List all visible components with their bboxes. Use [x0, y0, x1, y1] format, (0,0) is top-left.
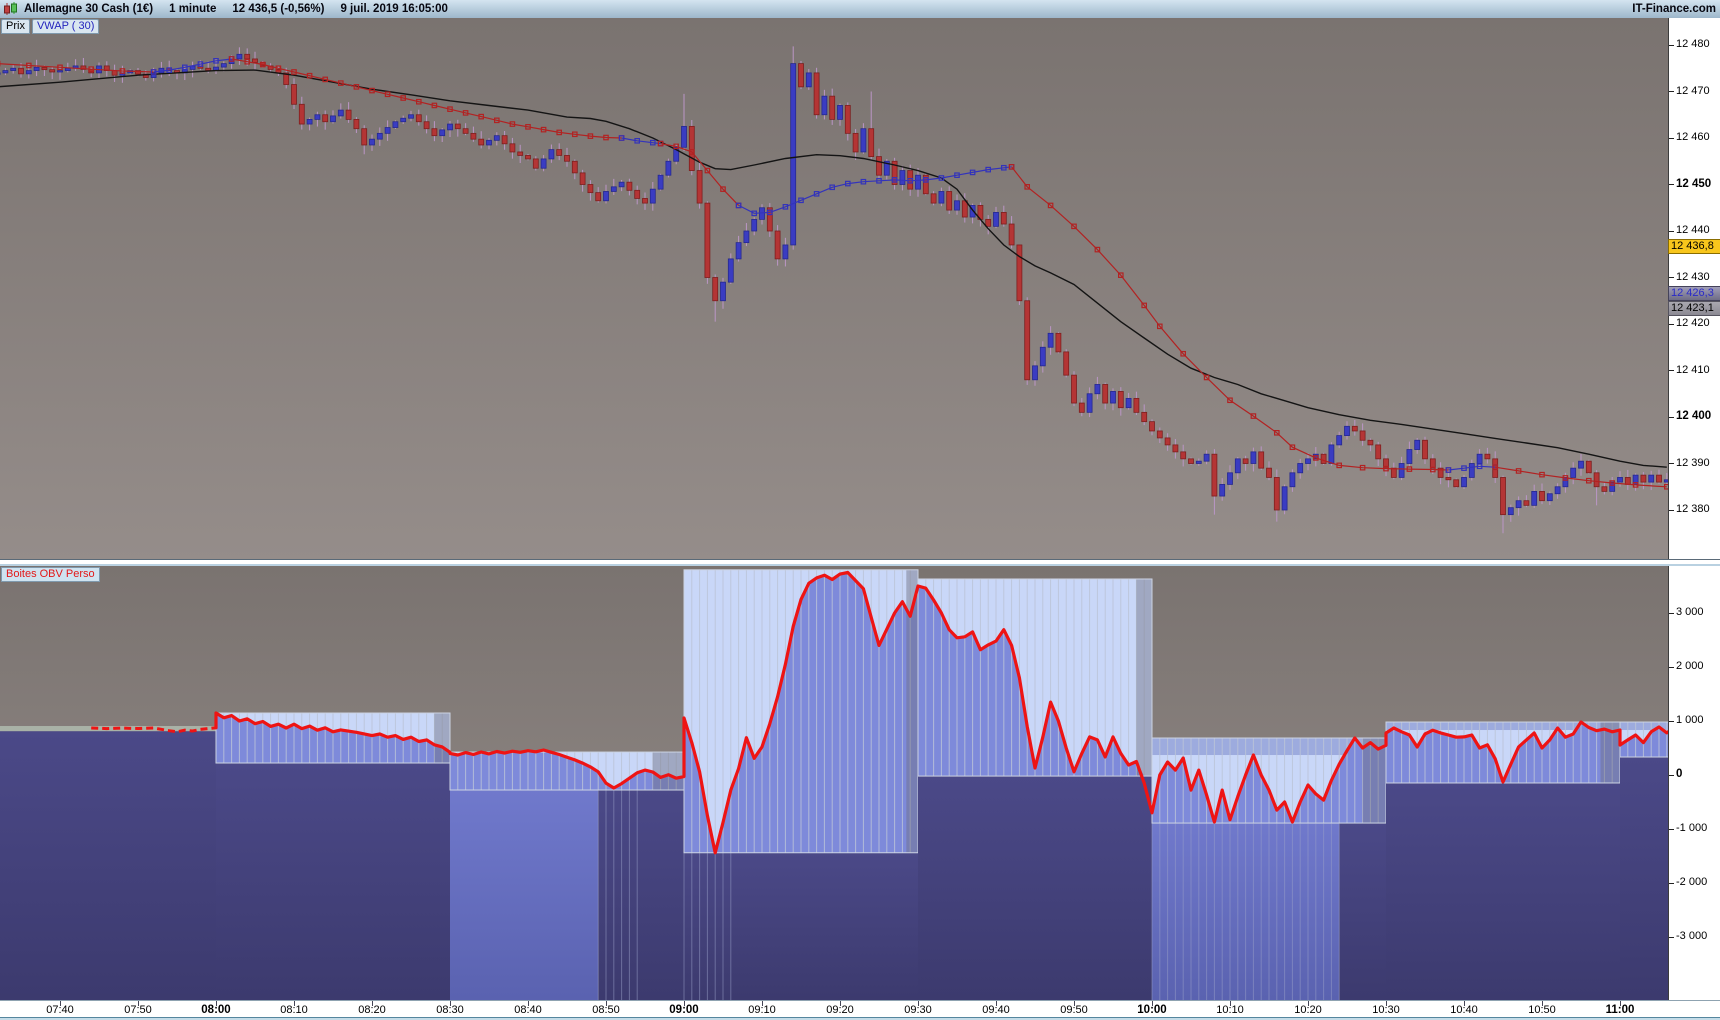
- time-tick: [372, 1001, 373, 1006]
- price-tick: [1669, 323, 1674, 325]
- obv-tick: [1669, 666, 1674, 668]
- time-tick: [1308, 1001, 1309, 1006]
- time-tick: [996, 1001, 997, 1006]
- time-tick-label: 11:00: [1605, 1004, 1635, 1016]
- time-tick: [918, 1001, 919, 1006]
- obv-tick-label: -2 000: [1676, 876, 1708, 888]
- time-tick: [684, 1001, 685, 1006]
- time-tick: [1152, 1001, 1153, 1006]
- time-tick: [1464, 1001, 1465, 1006]
- time-tick: [450, 1001, 451, 1006]
- time-tick-label: 10:40: [1450, 1004, 1478, 1016]
- time-tick-label: 09:30: [904, 1004, 932, 1016]
- price-tick: [1669, 509, 1674, 511]
- time-tick-label: 10:30: [1372, 1004, 1400, 1016]
- obv-tick-label: 2 000: [1676, 660, 1704, 672]
- price-panel-tabs: Prix VWAP ( 30): [1, 19, 100, 34]
- time-tick: [1074, 1001, 1075, 1006]
- bottom-border: [0, 1017, 1720, 1020]
- time-tick: [762, 1001, 763, 1006]
- obv-tick: [1669, 828, 1674, 830]
- time-tick-label: 10:20: [1294, 1004, 1322, 1016]
- time-tick: [294, 1001, 295, 1006]
- price-tick-label: 12 390: [1676, 456, 1710, 469]
- brand-label: IT-Finance.com: [1632, 3, 1716, 15]
- obv-tick: [1669, 720, 1674, 722]
- price-tick: [1669, 416, 1674, 418]
- price-tick-label: 12 400: [1676, 410, 1712, 422]
- time-tick-label: 07:40: [46, 1004, 74, 1016]
- time-tick-label: 09:50: [1060, 1004, 1088, 1016]
- time-tick: [1620, 1001, 1621, 1006]
- time-tick-label: 07:50: [124, 1004, 152, 1016]
- price-chart[interactable]: [0, 18, 1670, 561]
- obv-axis[interactable]: 3 000 2 000 1 000 0 -1 000 -2 000 -3 000: [1668, 566, 1720, 1000]
- time-tick: [1230, 1001, 1231, 1006]
- price-tick: [1669, 44, 1674, 46]
- time-tick-label: 10:00: [1137, 1004, 1167, 1016]
- panel-separator[interactable]: [0, 559, 1720, 566]
- price-tick: [1669, 184, 1674, 185]
- tab-vwap[interactable]: VWAP ( 30): [31, 19, 100, 34]
- time-tick-label: 10:10: [1216, 1004, 1244, 1016]
- candlestick-icon: [3, 2, 18, 16]
- price-tick-label: 12 480: [1676, 38, 1710, 50]
- indicator-price-badge: 12 423,1: [1668, 301, 1720, 316]
- obv-tick-label: 0: [1676, 768, 1683, 780]
- time-tick: [138, 1001, 139, 1006]
- obv-tick: [1669, 612, 1674, 614]
- time-tick-label: 09:40: [982, 1004, 1010, 1016]
- obv-tick-label: 1 000: [1676, 714, 1704, 726]
- time-axis[interactable]: 07:40 07:50 08:00 08:10 08:20 08:30 08:40 08:50…: [0, 1000, 1720, 1020]
- time-tick-label: 08:40: [514, 1004, 542, 1016]
- last-price-badge: 12 436,8: [1668, 239, 1720, 254]
- obv-tick: [1669, 936, 1674, 938]
- price-tick: [1669, 91, 1674, 92]
- time-tick-label: 09:10: [748, 1004, 776, 1016]
- price-tick: [1669, 277, 1674, 278]
- price-tick-label: 12 450: [1676, 177, 1712, 190]
- time-tick: [528, 1001, 529, 1006]
- time-tick-label: 08:10: [280, 1004, 308, 1016]
- price-tick-label: 12 430: [1676, 270, 1710, 283]
- price-tick-label: 12 440: [1676, 224, 1710, 236]
- time-tick-label: 08:00: [201, 1004, 231, 1016]
- instrument-title: Allemagne 30 Cash (1€): [24, 3, 154, 15]
- time-tick: [60, 1001, 61, 1006]
- timeframe-label: 1 minute: [169, 3, 217, 15]
- price-tick: [1669, 463, 1674, 464]
- time-tick: [606, 1001, 607, 1006]
- price-tick-label: 12 470: [1676, 84, 1710, 97]
- price-tick-label: 12 380: [1676, 503, 1710, 515]
- obv-tick-label: 3 000: [1676, 606, 1704, 618]
- price-tick-label: 12 410: [1676, 363, 1710, 376]
- time-tick: [840, 1001, 841, 1006]
- time-tick-label: 09:20: [826, 1004, 854, 1016]
- price-tick-label: 12 460: [1676, 131, 1710, 143]
- time-tick-label: 08:20: [358, 1004, 386, 1016]
- price-tick: [1669, 370, 1674, 371]
- top-bar: Allemagne 30 Cash (1€) 1 minute 12 436,5…: [0, 0, 1720, 19]
- time-tick: [1386, 1001, 1387, 1006]
- time-tick-label: 08:50: [592, 1004, 620, 1016]
- tab-obv-indicator[interactable]: Boites OBV Perso: [1, 567, 100, 582]
- time-tick-label: 08:30: [436, 1004, 464, 1016]
- time-tick: [1542, 1001, 1543, 1006]
- vwap-price-badge: 12 426,3: [1668, 286, 1720, 301]
- quote-datetime: 9 juil. 2019 16:05:00: [340, 3, 448, 15]
- obv-tick-label: -3 000: [1676, 930, 1708, 942]
- time-tick-label: 09:00: [669, 1004, 699, 1016]
- obv-tick-label: -1 000: [1676, 822, 1708, 834]
- tab-prix[interactable]: Prix: [1, 19, 30, 34]
- time-tick: [216, 1001, 217, 1006]
- price-tick: [1669, 230, 1674, 232]
- time-tick-label: 10:50: [1528, 1004, 1556, 1016]
- price-tick: [1669, 137, 1674, 139]
- obv-tick: [1669, 774, 1674, 776]
- price-tick-label: 12 420: [1676, 317, 1710, 329]
- obv-chart[interactable]: [0, 566, 1673, 1000]
- obv-tick: [1669, 882, 1674, 884]
- last-quote: 12 436,5 (-0,56%): [232, 3, 325, 15]
